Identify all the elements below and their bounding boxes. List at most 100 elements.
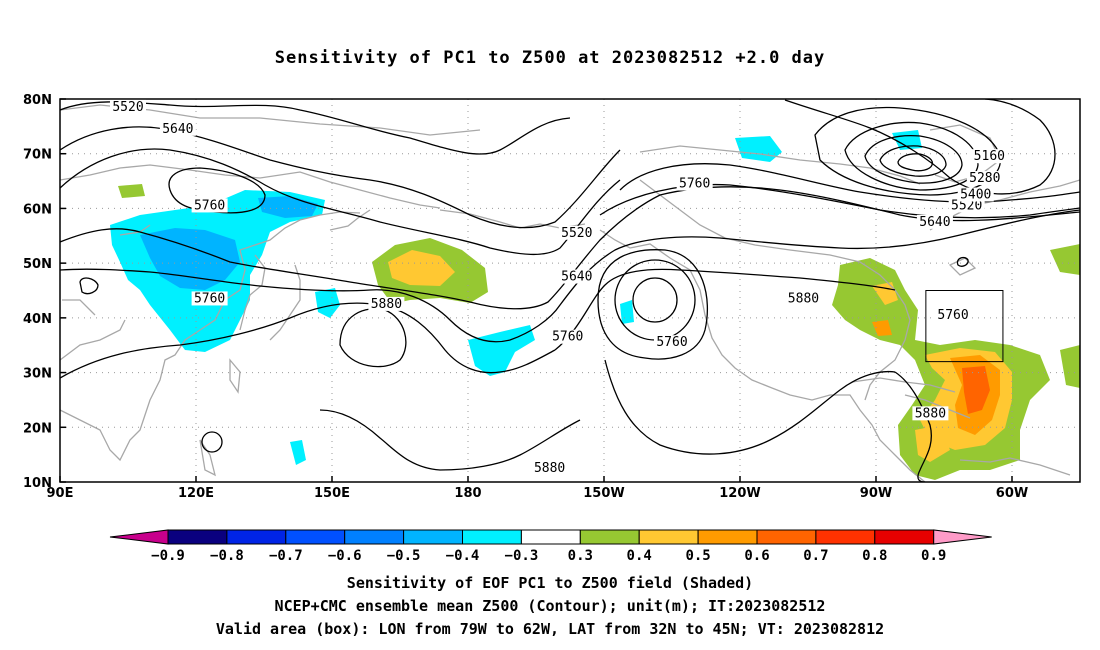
contour-label: 5760 xyxy=(552,330,583,345)
positive-region-east-edge-2 xyxy=(1060,345,1080,388)
colorbar-label: 0.8 xyxy=(862,548,887,564)
contour-label-bg xyxy=(558,269,595,284)
colorbar-segment xyxy=(520,529,581,545)
colorbar-segment xyxy=(344,529,405,545)
contour-label-bg xyxy=(191,291,228,306)
contour-label: 5400 xyxy=(960,187,991,202)
contour-label-bg xyxy=(110,99,146,114)
colorbar-segment xyxy=(226,529,287,545)
contour-label: 5640 xyxy=(919,215,950,230)
colorbar-segment xyxy=(697,529,758,545)
contour-label: 5760 xyxy=(194,291,225,306)
colorbar-segment xyxy=(285,529,346,545)
lon-tick-label: 90E xyxy=(47,486,74,501)
positive-region-dateline-core xyxy=(388,250,455,286)
colorbar: −0.9 −0.8 −0.7 −0.6 −0.5 −0.4 −0.3 0.3 0.4 0.5 0.6… xyxy=(109,529,992,564)
colorbar-label: −0.6 xyxy=(328,548,362,564)
lat-tick-label: 70N xyxy=(23,148,52,163)
contour-label: 5160 xyxy=(974,149,1005,164)
contour-label-bg xyxy=(159,121,196,136)
lat-tick-label: 20N xyxy=(23,421,52,436)
contour-label: 5880 xyxy=(788,291,819,306)
colorbar-label: −0.5 xyxy=(387,548,421,564)
contour-label: 5760 xyxy=(937,308,968,323)
positive-region-siberia-patch xyxy=(118,184,145,198)
contour-label-bg xyxy=(368,296,405,311)
colorbar-segment xyxy=(167,529,228,545)
contour-label: 5520 xyxy=(951,198,982,213)
colorbar-label: 0.9 xyxy=(921,548,946,564)
lon-tick-label: 120W xyxy=(719,486,760,501)
colorbar-label: 0.5 xyxy=(685,548,710,564)
chart-title: Sensitivity of PC1 to Z500 at 2023082512… xyxy=(274,48,826,68)
positive-region-atlantic-peak xyxy=(962,366,990,414)
colorbar-label: −0.8 xyxy=(210,548,244,564)
contour-label-bg xyxy=(916,214,953,229)
contour-label: 5760 xyxy=(194,198,225,213)
colorbar-low-triangle xyxy=(109,529,169,545)
colorbar-label: −0.3 xyxy=(505,548,539,564)
lon-tick-label: 150W xyxy=(583,486,624,501)
contour-label-bg xyxy=(966,171,1003,186)
negative-region-arctic xyxy=(735,136,782,162)
contour-label-bg xyxy=(912,406,949,421)
colorbar-segment xyxy=(462,529,522,545)
footer-line-3: Valid area (box): LON from 79W to 62W, L… xyxy=(215,620,885,638)
lat-tick-label: 30N xyxy=(23,367,52,382)
positive-region-east-edge xyxy=(1050,244,1080,275)
lat-tick-label: 60N xyxy=(23,202,52,217)
negative-region-japan xyxy=(315,288,340,318)
positive-region-mid-atlantic xyxy=(872,320,892,336)
negative-region-greenland xyxy=(892,130,922,150)
colorbar-segment xyxy=(403,529,464,545)
footer-line-2: NCEP+CMC ensemble mean Z500 (Contour); u… xyxy=(274,597,826,615)
contour-label: 5760 xyxy=(656,335,687,350)
lat-tick-label: 10N xyxy=(23,476,52,491)
lon-tick-label: 150E xyxy=(314,486,350,501)
contour-label-bg xyxy=(785,291,822,306)
contour-label-bg xyxy=(935,307,972,322)
contour-label: 5880 xyxy=(534,461,565,476)
negative-region-philippine-sea xyxy=(290,440,306,465)
contour-label-bg xyxy=(558,225,595,240)
colorbar-segment xyxy=(815,529,876,545)
contour-label-bg xyxy=(948,198,985,213)
contour-label: 5520 xyxy=(561,226,592,241)
contour-label: 5640 xyxy=(162,122,193,137)
negative-region-pacific-low xyxy=(620,300,634,324)
negative-region-east-asia-core xyxy=(140,228,240,290)
lon-tick-label: 180 xyxy=(454,486,481,501)
contour-label-bg xyxy=(971,149,1008,164)
contour-label-bg xyxy=(531,461,568,476)
colorbar-segment xyxy=(756,529,817,545)
negative-region-dateline xyxy=(468,325,535,376)
lon-tick-label: 90W xyxy=(860,486,892,501)
contour-label-bg xyxy=(654,335,690,350)
map-grid xyxy=(60,99,1080,482)
colorbar-segment xyxy=(638,529,699,545)
contour-label-bg xyxy=(191,198,228,213)
lat-tick-label: 50N xyxy=(23,257,52,272)
lat-tick-label: 80N xyxy=(23,93,52,108)
contour-label-bg xyxy=(676,176,713,191)
contour-label: 5760 xyxy=(679,177,710,192)
footer-line-1: Sensitivity of EOF PC1 to Z500 field (Sh… xyxy=(346,574,754,592)
contour-label: 5280 xyxy=(969,171,1000,186)
colorbar-label: 0.6 xyxy=(744,548,769,564)
colorbar-label: −0.4 xyxy=(446,548,480,564)
colorbar-label: −0.9 xyxy=(151,548,185,564)
contour-label: 5880 xyxy=(915,406,946,421)
contour-label: 5640 xyxy=(561,270,592,285)
valid-area-box xyxy=(925,290,1004,363)
contour-label: 5880 xyxy=(371,297,402,312)
lat-tick-label: 40N xyxy=(23,312,52,327)
contour-label-bg xyxy=(549,329,586,344)
colorbar-label: 0.4 xyxy=(627,548,652,564)
contour-label: 5520 xyxy=(112,100,143,115)
positive-region-caribbean xyxy=(915,425,950,462)
map-frame xyxy=(59,98,1081,483)
contour-label-bg xyxy=(957,187,994,202)
